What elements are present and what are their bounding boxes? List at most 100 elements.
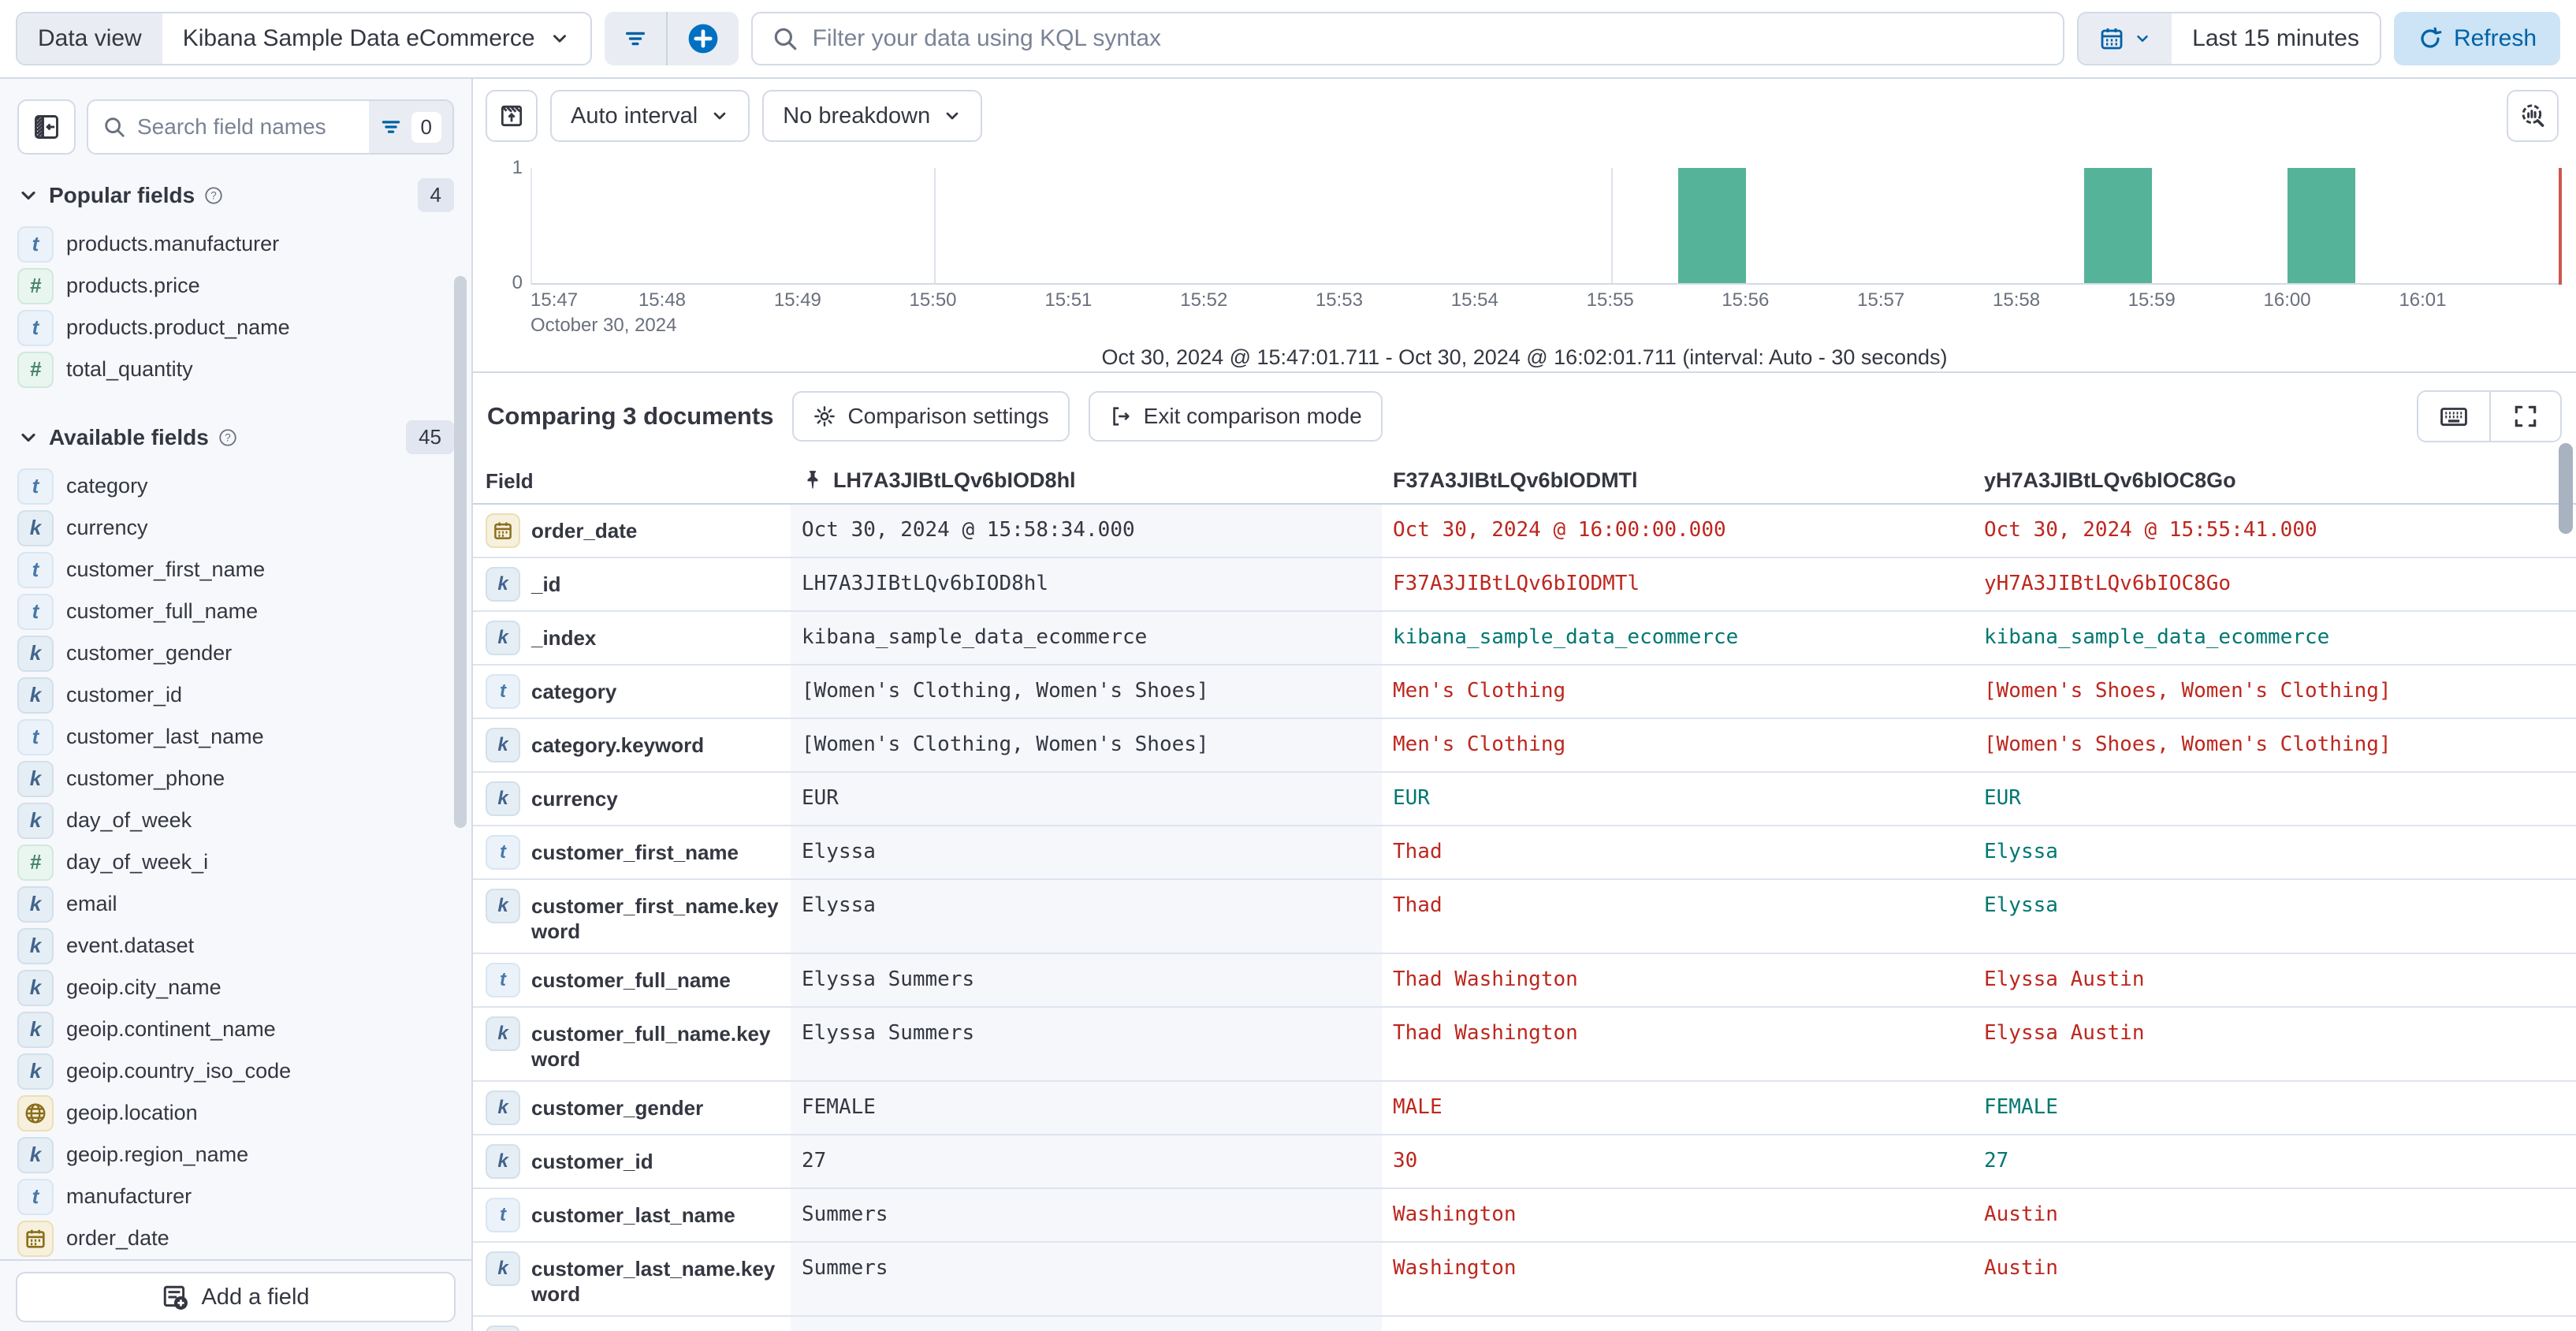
table-row-currency[interactable]: k currency EUR EUR EUR <box>473 773 2576 826</box>
field-search[interactable]: 0 <box>87 99 454 155</box>
available-fields-header[interactable]: Available fields ? 45 <box>0 405 471 465</box>
histogram-bar-15:58:30[interactable] <box>2084 168 2153 283</box>
field-column-header[interactable]: Field <box>486 469 534 493</box>
sidebar-field-day_of_week[interactable]: k day_of_week <box>0 800 471 841</box>
table-scrollbar[interactable] <box>2559 443 2573 534</box>
table-row-customer_id[interactable]: k customer_id 27 30 27 <box>473 1135 2576 1189</box>
doc-column-header[interactable]: LH7A3JIBtLQv6bIOD8hl <box>791 459 1382 501</box>
table-row-customer_last_name[interactable]: t customer_last_name Summers Washington Aust… <box>473 1189 2576 1243</box>
field-name-cell[interactable]: k customer_last_name.keyword <box>473 1243 791 1315</box>
field-name-cell[interactable]: k customer_gender <box>473 1082 791 1134</box>
kql-search-bar[interactable] <box>750 12 2065 65</box>
sidebar-field-geoip.continent_name[interactable]: k geoip.continent_name <box>0 1009 471 1050</box>
number-field-icon: # <box>17 267 54 304</box>
filter-menu-button[interactable] <box>605 12 666 65</box>
breakdown-dropdown[interactable]: No breakdown <box>762 90 983 142</box>
table-row-order_date[interactable]: order_date Oct 30, 2024 @ 15:58:34.000 Oct… <box>473 505 2576 558</box>
sidebar-field-customer_phone[interactable]: k customer_phone <box>0 758 471 800</box>
sidebar-field-customer_gender[interactable]: k customer_gender <box>0 632 471 674</box>
doc-column-header[interactable]: F37A3JIBtLQv6bIODMTl <box>1393 468 1638 492</box>
field-name-cell[interactable]: k category.keyword <box>473 719 791 771</box>
field-name-cell[interactable]: t customer_full_name <box>473 954 791 1006</box>
field-name-cell[interactable]: t customer_last_name <box>473 1189 791 1241</box>
sidebar-field-customer_id[interactable]: k customer_id <box>0 674 471 716</box>
popular-fields-header[interactable]: Popular fields ? 4 <box>0 162 471 223</box>
number-field-icon: # <box>17 351 54 388</box>
sidebar-scrollbar[interactable] <box>454 276 467 828</box>
sidebar-field-geoip.location[interactable]: geoip.location <box>0 1092 471 1134</box>
sidebar-field-products.product_name[interactable]: t products.product_name <box>0 307 471 349</box>
table-row-customer_full_name[interactable]: t customer_full_name Elyssa Summers Thad Wa… <box>473 954 2576 1008</box>
keyboard-shortcuts-button[interactable] <box>2418 391 2489 441</box>
fullscreen-button[interactable] <box>2489 391 2560 441</box>
sidebar-field-products.price[interactable]: # products.price <box>0 265 471 307</box>
interval-dropdown[interactable]: Auto interval <box>550 90 750 142</box>
comparison-doc-value: EUR <box>1984 786 2021 810</box>
base-doc-value: LH7A3JIBtLQv6bIOD8hl <box>791 558 1382 610</box>
sidebar-field-email[interactable]: k email <box>0 883 471 925</box>
sidebar-field-day_of_week_i[interactable]: # day_of_week_i <box>0 841 471 883</box>
refresh-button[interactable]: Refresh <box>2393 12 2560 65</box>
histogram-plot[interactable]: 1 0 <box>512 157 2562 293</box>
add-filter-button[interactable] <box>668 12 739 65</box>
add-field-button[interactable]: Add a field <box>16 1272 456 1322</box>
field-name-cell[interactable]: k customer_id <box>473 1135 791 1187</box>
field-search-input[interactable] <box>137 114 369 140</box>
data-view-picker[interactable]: Data view Kibana Sample Data eCommerce <box>16 12 592 65</box>
sidebar-field-manufacturer[interactable]: t manufacturer <box>0 1176 471 1217</box>
table-row-customer_full_name.keyword[interactable]: k customer_full_name.keyword Elyssa Summer… <box>473 1008 2576 1082</box>
fullscreen-icon <box>2512 403 2539 430</box>
filter-icon <box>380 116 402 138</box>
y-axis-max: 1 <box>512 157 523 178</box>
histogram-bar-16:00:00[interactable] <box>2287 168 2355 283</box>
data-view-value[interactable]: Kibana Sample Data eCommerce <box>162 13 590 64</box>
sidebar-field-products.manufacturer[interactable]: t products.manufacturer <box>0 223 471 265</box>
time-range-value[interactable]: Last 15 minutes <box>2192 25 2359 51</box>
table-row-_index[interactable]: k _index kibana_sample_data_ecommerce kiban… <box>473 612 2576 666</box>
field-name-cell[interactable]: k customer_full_name.keyword <box>473 1008 791 1080</box>
sidebar-field-geoip.city_name[interactable]: k geoip.city_name <box>0 967 471 1009</box>
sidebar-field-customer_last_name[interactable]: t customer_last_name <box>0 716 471 758</box>
comparison-settings-button[interactable]: Comparison settings <box>792 390 1070 442</box>
field-name-cell[interactable]: k customer_first_name.keyword <box>473 880 791 953</box>
field-name-cell[interactable]: order_date <box>473 505 791 557</box>
sidebar-field-geoip.country_iso_code[interactable]: k geoip.country_iso_code <box>0 1050 471 1092</box>
kql-search-input[interactable] <box>812 25 2045 52</box>
hide-chart-button[interactable] <box>486 90 538 142</box>
field-name-cell[interactable]: t customer_first_name <box>473 826 791 878</box>
sidebar-field-total_quantity[interactable]: # total_quantity <box>0 349 471 390</box>
sidebar-field-category[interactable]: t category <box>0 465 471 507</box>
field-name-cell[interactable]: k _index <box>473 612 791 664</box>
available-fields-count: 45 <box>406 420 454 454</box>
exit-comparison-button[interactable]: Exit comparison mode <box>1088 390 1383 442</box>
table-row-customer_gender[interactable]: k customer_gender FEMALE MALE FEMALE <box>473 1082 2576 1135</box>
doc-column-header[interactable]: yH7A3JIBtLQv6bIOC8Go <box>1984 468 2236 492</box>
comparison-doc-value: Washington <box>1393 1256 1517 1280</box>
sidebar-field-customer_full_name[interactable]: t customer_full_name <box>0 591 471 632</box>
comparison-doc-value: [Women's Shoes, Women's Clothing] <box>1984 733 2392 756</box>
sidebar-field-geoip.region_name[interactable]: k geoip.region_name <box>0 1134 471 1176</box>
x-axis-tick: 15:52 <box>1180 289 1228 311</box>
keyword-field-icon: k <box>17 760 54 797</box>
table-row-customer_first_name.keyword[interactable]: k customer_first_name.keyword Elyssa Thad El… <box>473 880 2576 954</box>
field-name-cell[interactable]: k currency <box>473 773 791 825</box>
histogram-bar-15:55:30[interactable] <box>1678 168 1747 283</box>
keyword-field-icon: k <box>486 1251 520 1286</box>
sidebar-field-event.dataset[interactable]: k event.dataset <box>0 925 471 967</box>
date-picker-menu-button[interactable] <box>2079 13 2172 64</box>
sidebar-field-currency[interactable]: k currency <box>0 507 471 549</box>
table-row-_id[interactable]: k _id LH7A3JIBtLQv6bIOD8hl F37A3JIBtLQv6bIO… <box>473 558 2576 612</box>
table-row-customer_first_name[interactable]: t customer_first_name Elyssa Thad Elyssa <box>473 826 2576 880</box>
sidebar-field-customer_first_name[interactable]: t customer_first_name <box>0 549 471 591</box>
explore-in-lens-button[interactable] <box>2507 90 2559 142</box>
table-row-customer_last_name.keyword[interactable]: k customer_last_name.keyword Summers Washin… <box>473 1243 2576 1317</box>
field-name-cell[interactable]: k _id <box>473 558 791 610</box>
field-name-cell[interactable]: t category <box>473 666 791 718</box>
table-row-category.keyword[interactable]: k category.keyword [Women's Clothing, Wome… <box>473 719 2576 773</box>
sidebar-field-order_date[interactable]: order_date <box>0 1217 471 1259</box>
table-row-category[interactable]: t category [Women's Clothing, Women's Shoe… <box>473 666 2576 719</box>
field-filter-button[interactable]: 0 <box>368 101 452 153</box>
collapse-sidebar-button[interactable] <box>17 99 76 155</box>
